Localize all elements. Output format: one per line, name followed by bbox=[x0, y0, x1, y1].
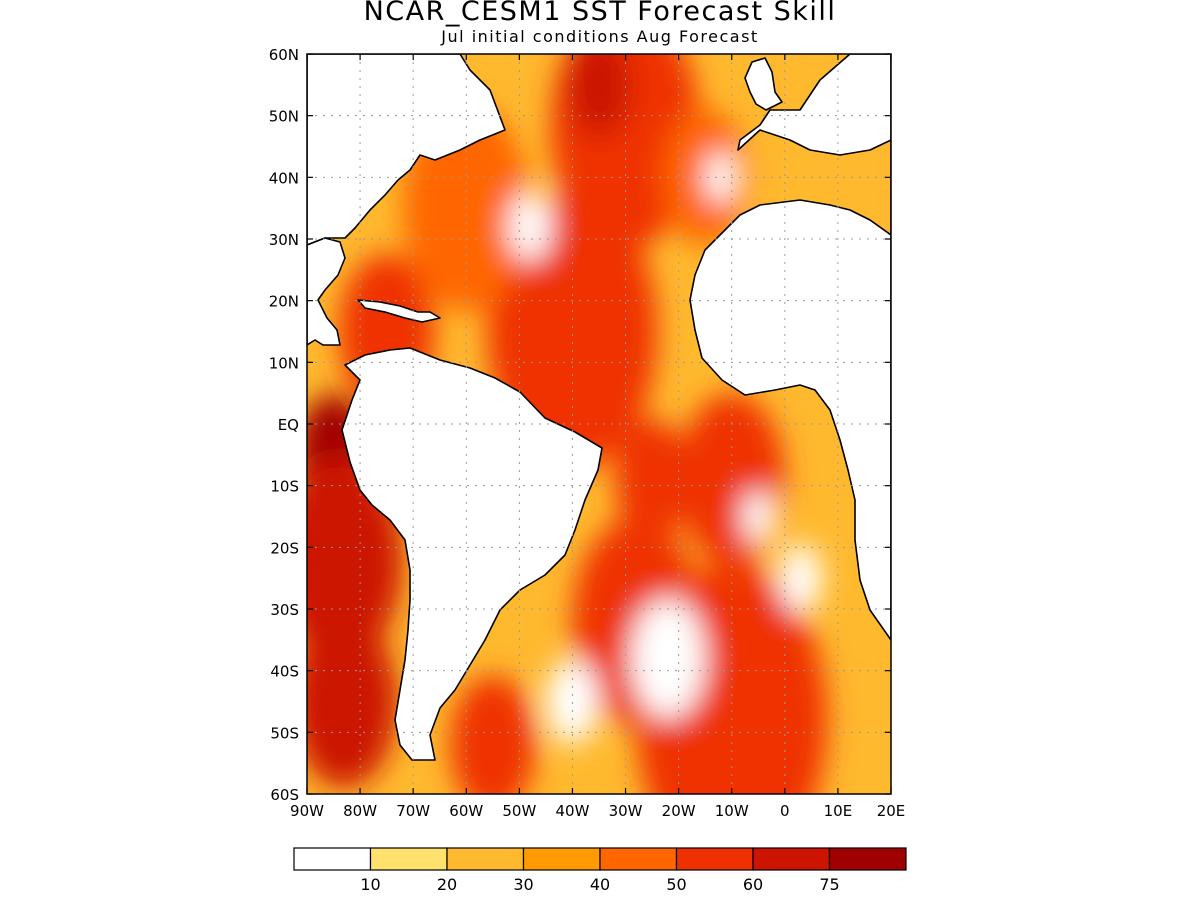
map-area bbox=[307, 54, 891, 794]
lat-tick-label: 10N bbox=[269, 354, 299, 372]
skill-region-1 bbox=[487, 193, 658, 470]
skill-region-16 bbox=[630, 597, 706, 719]
lon-tick-label: 80W bbox=[343, 802, 377, 820]
lat-tick-label: 60S bbox=[270, 786, 299, 804]
south-america bbox=[341, 347, 603, 761]
lat-tick-label: 40N bbox=[269, 169, 299, 187]
colorbar-swatch bbox=[446, 847, 525, 871]
colorbar: 10 20 30 40 50 60 75 bbox=[293, 847, 907, 894]
skill-region-3 bbox=[567, 54, 631, 137]
central-america bbox=[307, 237, 346, 346]
lon-tick-label: 20E bbox=[877, 802, 906, 820]
lat-tick-label: 30N bbox=[269, 231, 299, 249]
colorbar-label: 30 bbox=[513, 875, 533, 894]
lon-tick-label: 0 bbox=[780, 802, 790, 820]
lat-tick-label: 20N bbox=[269, 293, 299, 311]
colorbar-swatch bbox=[369, 847, 448, 871]
colorbar-label: 75 bbox=[819, 875, 839, 894]
skill-region-9 bbox=[307, 615, 398, 788]
colorbar-swatch bbox=[293, 847, 372, 871]
skill-region-11 bbox=[614, 419, 690, 540]
colorbar-swatch bbox=[752, 847, 831, 871]
colorbar-swatch bbox=[599, 847, 678, 871]
lon-tick-label: 90W bbox=[290, 802, 324, 820]
british-isles bbox=[744, 57, 783, 111]
axis-ticks bbox=[306, 53, 892, 795]
chart-subtitle: Jul initial conditions Aug Forecast bbox=[441, 27, 759, 46]
skill-region-20 bbox=[779, 543, 822, 613]
lat-tick-label: 20S bbox=[270, 539, 299, 557]
lon-tick-label: 10W bbox=[715, 802, 749, 820]
skill-region-19 bbox=[545, 658, 599, 745]
land-masses bbox=[307, 54, 891, 761]
lon-tick-label: 60W bbox=[449, 802, 483, 820]
skill-region-14 bbox=[450, 675, 536, 794]
africa bbox=[689, 54, 891, 641]
lon-tick-label: 10E bbox=[824, 802, 853, 820]
lon-tick-label: 30W bbox=[609, 802, 643, 820]
lat-tick-label: 50S bbox=[270, 724, 299, 742]
colorbar-label: 60 bbox=[743, 875, 763, 894]
lon-axis-labels: 90W 80W 70W 60W 50W 40W 30W 20W 10W 0 10E 20E bbox=[290, 802, 905, 820]
lat-axis-labels: 60N 50N 40N 30N 20N 10N EQ 10S 20S 30S 40S 50S 60S bbox=[269, 46, 299, 804]
lon-tick-label: 40W bbox=[555, 802, 589, 820]
colorbar-label: 10 bbox=[360, 875, 380, 894]
grid-lines bbox=[307, 54, 891, 794]
skill-region-15 bbox=[508, 192, 552, 262]
lat-tick-label: EQ bbox=[278, 416, 299, 434]
cuba-hispaniola bbox=[357, 299, 441, 323]
lat-tick-label: 40S bbox=[270, 663, 299, 681]
chart-title: NCAR_CESM1 SST Forecast Skill bbox=[363, 0, 837, 27]
colorbar-swatch bbox=[828, 847, 907, 871]
skill-region-17 bbox=[742, 490, 775, 543]
colorbar-swatch bbox=[675, 847, 754, 871]
lon-tick-label: 20W bbox=[662, 802, 696, 820]
lat-tick-label: 60N bbox=[269, 46, 299, 64]
colorbar-label: 40 bbox=[590, 875, 610, 894]
europe-iberia bbox=[737, 54, 891, 156]
colorbar-label: 50 bbox=[666, 875, 686, 894]
colorbar-swatch bbox=[522, 847, 601, 871]
north-america bbox=[307, 54, 506, 246]
colorbar-label: 20 bbox=[437, 875, 457, 894]
lon-tick-label: 70W bbox=[396, 802, 430, 820]
lat-tick-label: 10S bbox=[270, 478, 299, 496]
skill-region-18 bbox=[705, 151, 738, 204]
lon-tick-label: 50W bbox=[502, 802, 536, 820]
lat-tick-label: 30S bbox=[270, 601, 299, 619]
lat-tick-label: 50N bbox=[269, 108, 299, 126]
